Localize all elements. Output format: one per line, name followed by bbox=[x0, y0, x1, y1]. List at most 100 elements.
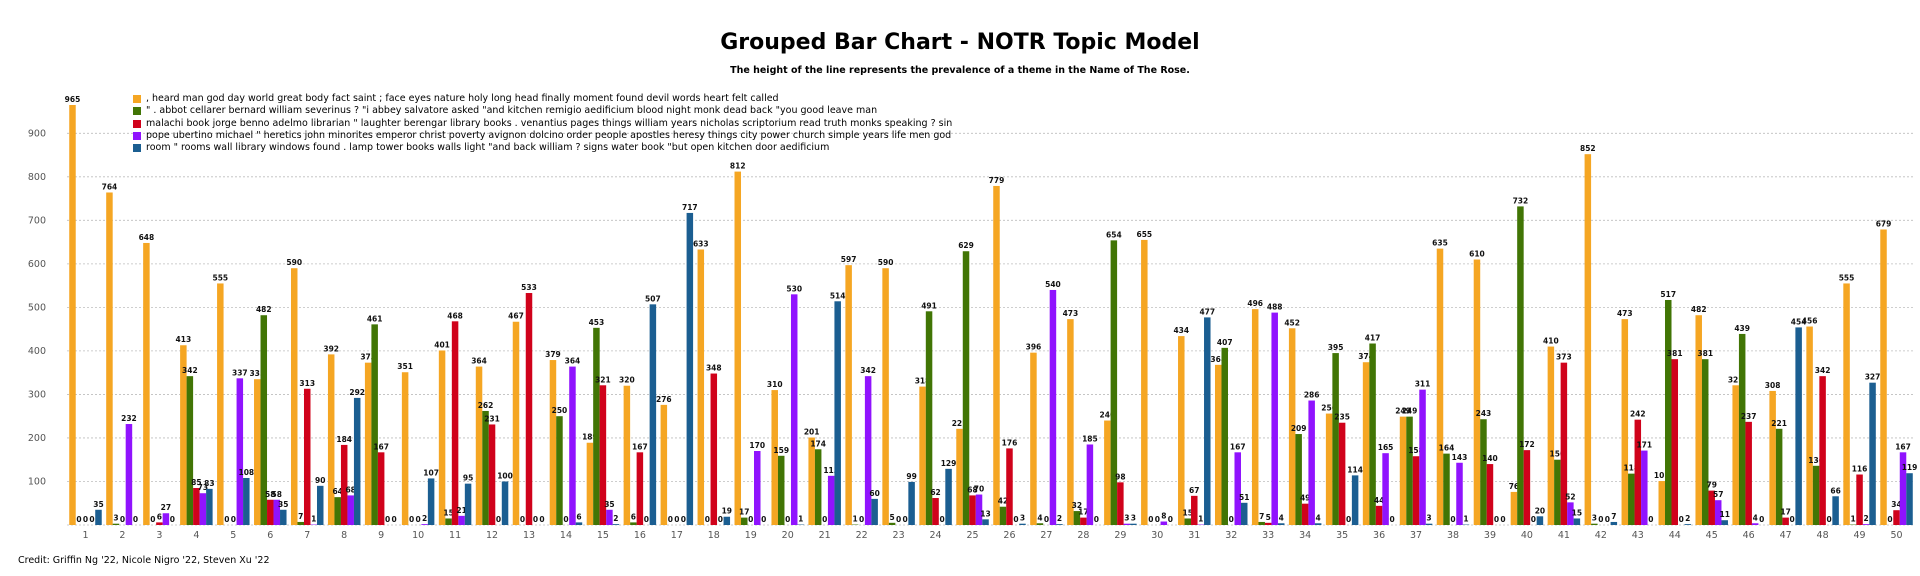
data-label: 610 bbox=[1469, 250, 1485, 259]
bar bbox=[1751, 523, 1759, 525]
data-label: 136 bbox=[1808, 456, 1824, 465]
data-label: 119 bbox=[1902, 463, 1918, 472]
data-label: 351 bbox=[397, 362, 413, 371]
bar bbox=[1473, 259, 1481, 525]
data-label: 327 bbox=[1865, 373, 1881, 382]
data-label: 0 bbox=[1450, 515, 1455, 524]
data-label: 0 bbox=[896, 515, 901, 524]
bar bbox=[993, 185, 1000, 525]
bar bbox=[612, 524, 620, 525]
bar bbox=[1641, 450, 1648, 525]
data-label: 320 bbox=[619, 376, 635, 385]
bar bbox=[1806, 326, 1813, 525]
bar bbox=[199, 493, 207, 525]
bar bbox=[401, 372, 409, 525]
bar bbox=[1234, 452, 1241, 525]
data-label: 90 bbox=[315, 476, 325, 485]
chart-legend: , heard man god day world great body fac… bbox=[133, 93, 952, 154]
data-label: 99 bbox=[906, 472, 916, 481]
x-tick-label: 39 bbox=[1484, 530, 1496, 541]
bar bbox=[303, 388, 311, 525]
bar bbox=[1406, 416, 1413, 525]
data-label: 374 bbox=[1358, 352, 1374, 361]
bar bbox=[1584, 154, 1592, 526]
data-label: 321 bbox=[595, 375, 611, 384]
data-label: 488 bbox=[1267, 303, 1283, 312]
bar bbox=[1049, 289, 1057, 525]
x-tick-label: 34 bbox=[1299, 530, 1311, 541]
bar bbox=[1856, 474, 1863, 525]
data-label: 15 bbox=[443, 508, 453, 517]
x-tick-label: 9 bbox=[378, 530, 384, 541]
data-label: 143 bbox=[1452, 453, 1468, 462]
bar bbox=[458, 515, 465, 525]
data-label: 0 bbox=[939, 515, 944, 524]
bar bbox=[932, 498, 939, 525]
legend-item: malachi book jorge benno adelmo libraria… bbox=[133, 118, 952, 130]
data-label: 530 bbox=[786, 284, 802, 293]
data-label: 368 bbox=[1210, 355, 1226, 364]
data-label: 0 bbox=[1168, 515, 1173, 524]
data-label: 250 bbox=[552, 406, 568, 415]
data-label: 6 bbox=[631, 512, 636, 521]
bar bbox=[1795, 327, 1802, 525]
data-label: 262 bbox=[478, 401, 494, 410]
data-label: 473 bbox=[1617, 309, 1633, 318]
data-label: 32 bbox=[1072, 501, 1082, 510]
x-tick-label: 11 bbox=[449, 530, 461, 541]
data-label: 2 bbox=[613, 514, 618, 523]
data-label: 249 bbox=[1402, 407, 1418, 416]
data-label: 473 bbox=[1063, 309, 1079, 318]
bar bbox=[1030, 352, 1037, 525]
data-label: 453 bbox=[589, 318, 605, 327]
x-tick-label: 7 bbox=[304, 530, 310, 541]
data-label: 165 bbox=[1378, 443, 1394, 452]
bar bbox=[556, 416, 563, 525]
bar bbox=[1714, 500, 1722, 525]
data-label: 0 bbox=[644, 515, 649, 524]
data-label: 5 bbox=[889, 513, 894, 522]
y-tick-label: 700 bbox=[28, 215, 46, 226]
data-label: 717 bbox=[682, 203, 698, 212]
data-label: 3 bbox=[113, 514, 118, 523]
data-label: 482 bbox=[1691, 305, 1707, 314]
x-tick-label: 41 bbox=[1558, 530, 1570, 541]
data-label: 292 bbox=[349, 388, 365, 397]
data-label: 477 bbox=[1199, 307, 1215, 316]
data-label: 158 bbox=[1408, 446, 1424, 455]
data-label: 965 bbox=[65, 95, 81, 104]
bar bbox=[962, 251, 970, 525]
data-label: 113 bbox=[823, 466, 839, 475]
bar bbox=[438, 350, 446, 525]
bar bbox=[347, 495, 354, 525]
bar bbox=[1178, 336, 1185, 525]
data-label: 0 bbox=[170, 515, 175, 524]
bar bbox=[243, 477, 250, 525]
data-label: 2 bbox=[1057, 514, 1062, 523]
x-tick-label: 45 bbox=[1706, 530, 1718, 541]
data-label: 0 bbox=[859, 515, 864, 524]
data-label: 373 bbox=[1556, 353, 1572, 362]
bar bbox=[834, 301, 841, 525]
data-label: 540 bbox=[1045, 280, 1061, 289]
data-label: 381 bbox=[1667, 349, 1683, 358]
x-tick-label: 14 bbox=[560, 530, 572, 541]
bar bbox=[1110, 240, 1118, 525]
data-label: 231 bbox=[484, 414, 500, 423]
data-label: 468 bbox=[447, 311, 463, 320]
bar bbox=[1419, 389, 1426, 525]
bar bbox=[1221, 347, 1228, 525]
data-label: 812 bbox=[730, 162, 746, 171]
bar bbox=[1573, 518, 1581, 525]
legend-item: room " rooms wall library windows found … bbox=[133, 142, 952, 154]
data-label: 4 bbox=[1316, 513, 1321, 522]
bar bbox=[1073, 511, 1081, 525]
data-label: 4 bbox=[1037, 513, 1042, 522]
data-label: 0 bbox=[718, 515, 723, 524]
bar bbox=[1869, 382, 1876, 525]
bar bbox=[882, 268, 889, 525]
data-label: 629 bbox=[958, 241, 974, 250]
data-label: 407 bbox=[1217, 338, 1233, 347]
bar bbox=[488, 424, 496, 525]
